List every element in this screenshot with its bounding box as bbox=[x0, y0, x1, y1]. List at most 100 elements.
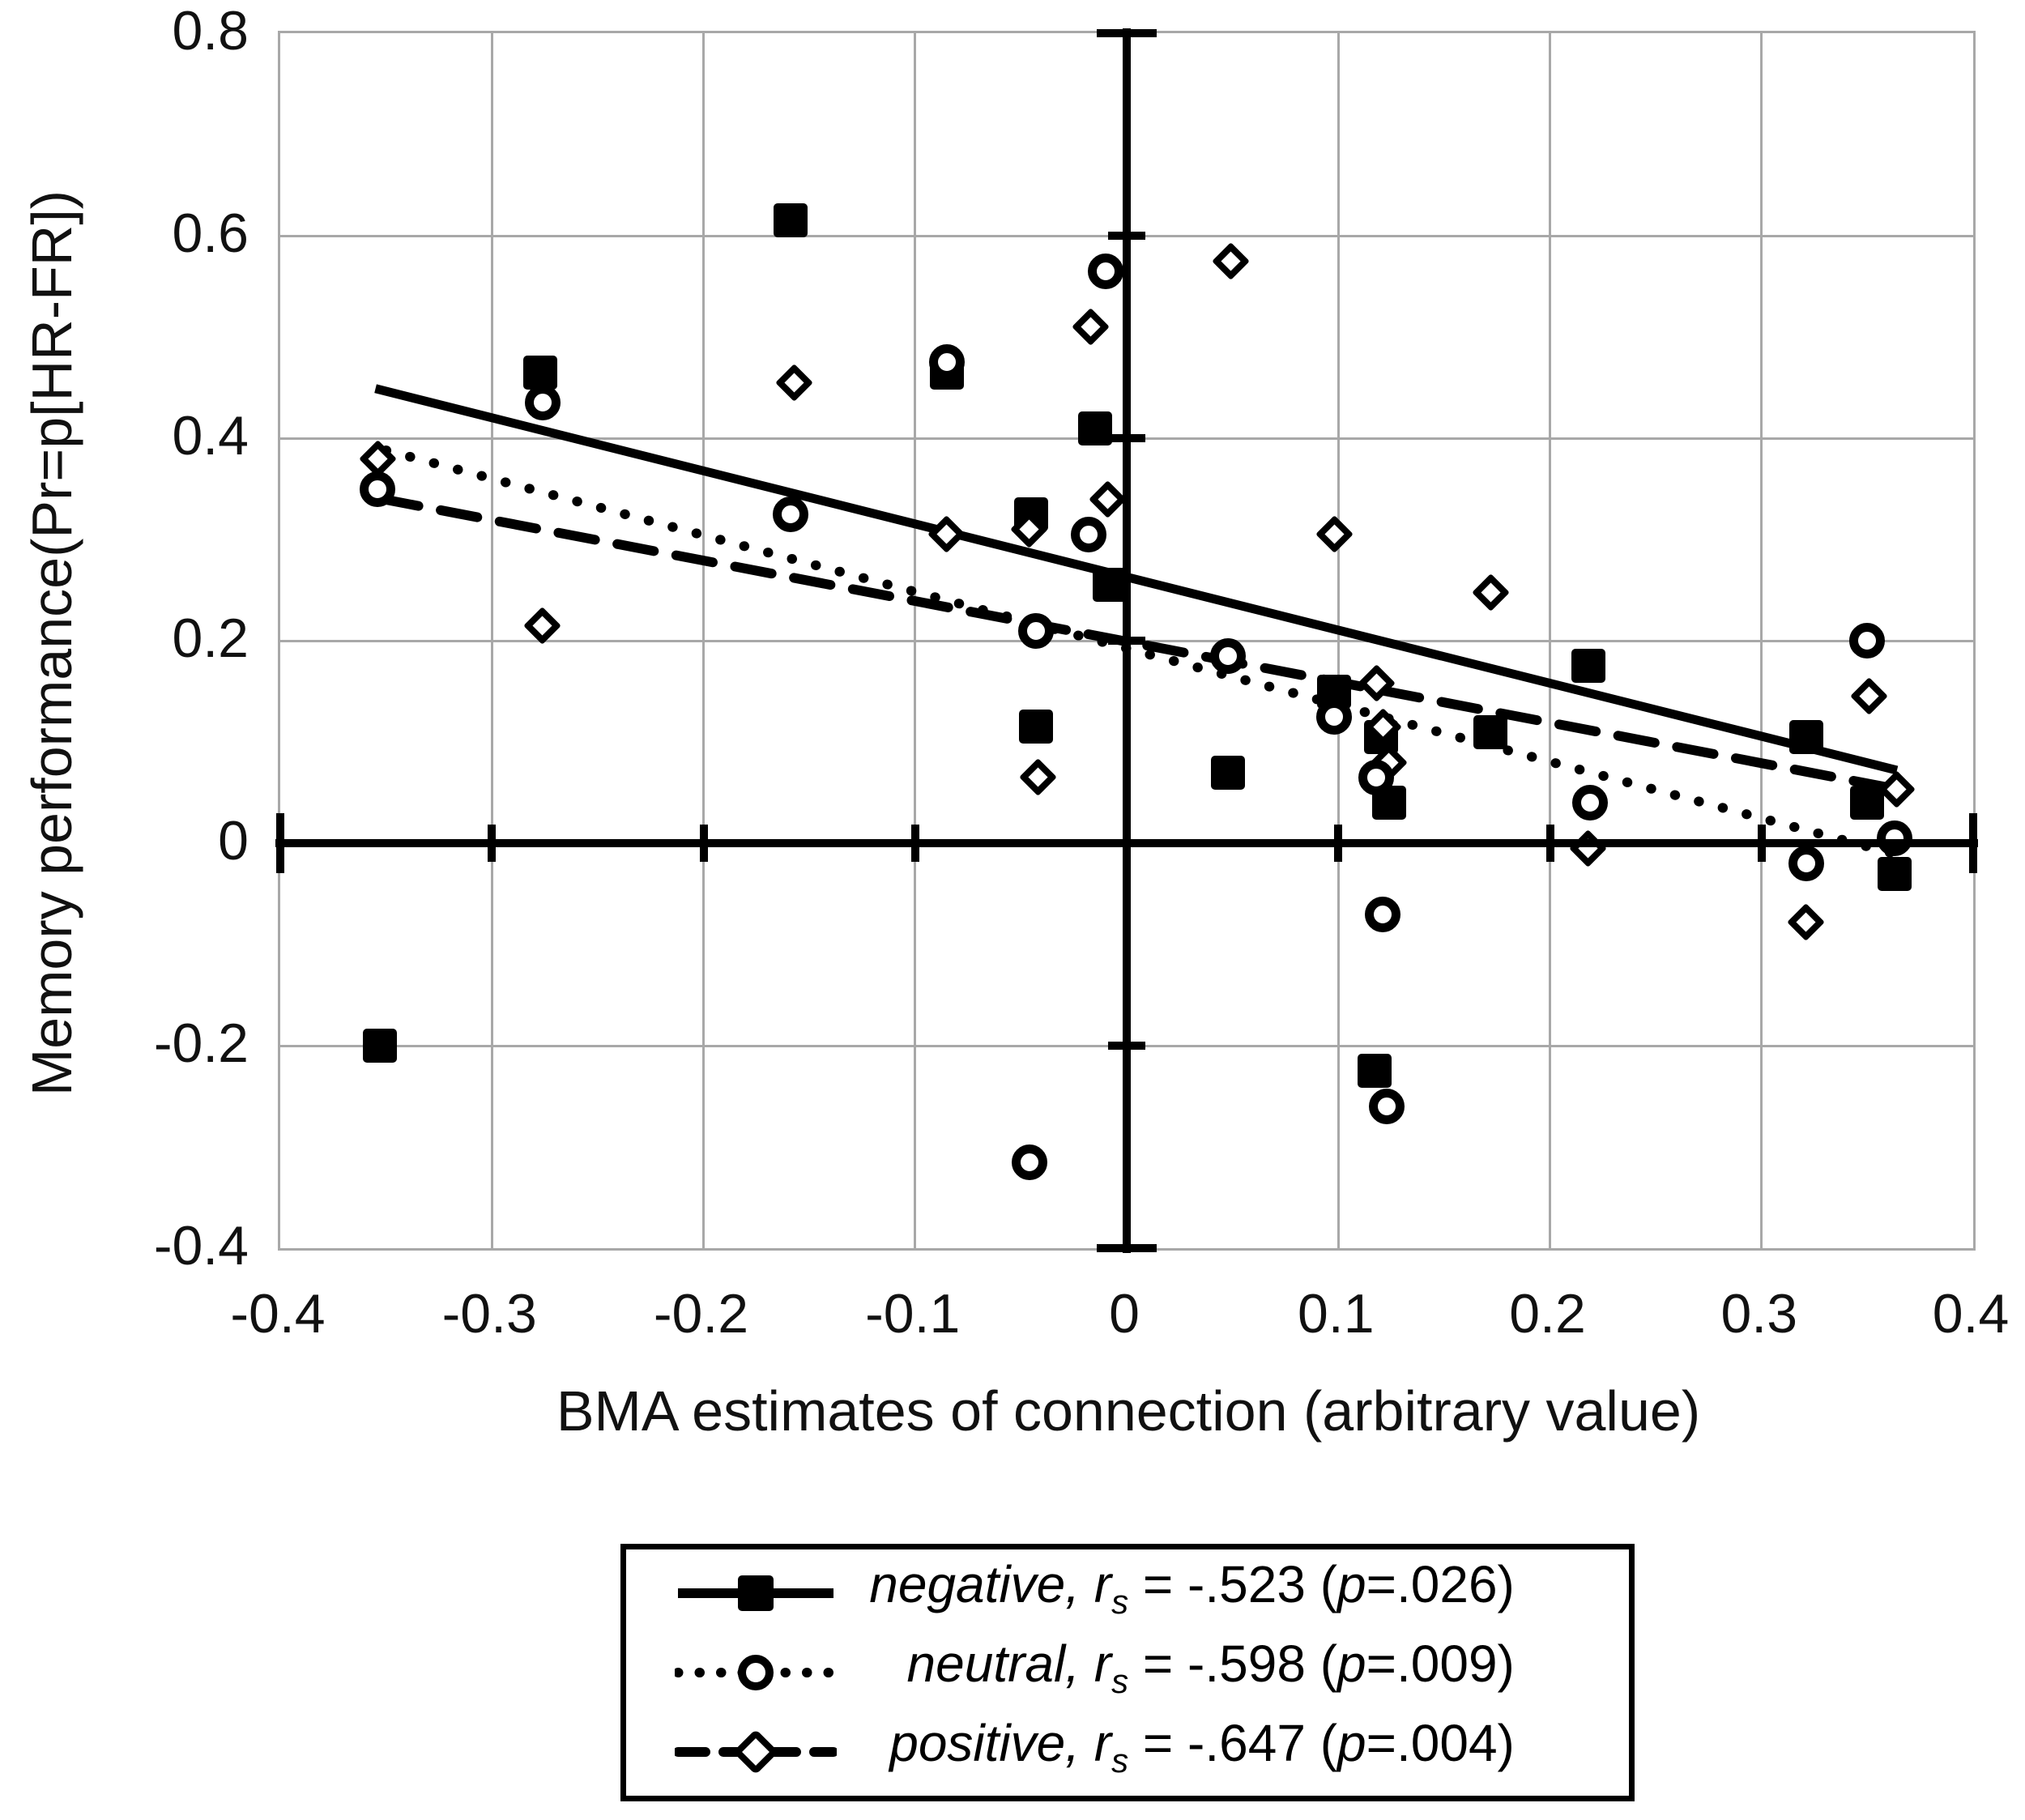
scatter-point-negative bbox=[1018, 710, 1053, 744]
x-axis-tick bbox=[910, 825, 919, 862]
y-tick-label: 0.4 bbox=[172, 405, 249, 467]
legend-text-part: = bbox=[1128, 1714, 1188, 1773]
x-tick-label: -0.1 bbox=[865, 1283, 961, 1345]
x-axis-tick bbox=[1334, 825, 1343, 862]
x-tick-label: 0.4 bbox=[1932, 1283, 2010, 1345]
legend-row-positive: positive, rs = -.647 (p=.004) bbox=[675, 1715, 1629, 1789]
y-tick-label: -0.4 bbox=[153, 1215, 249, 1277]
legend-text-part: negative, bbox=[869, 1555, 1080, 1614]
scatter-point-negative bbox=[773, 203, 808, 238]
legend-text-part: ( bbox=[1305, 1714, 1337, 1773]
legend-sample-positive bbox=[675, 1731, 837, 1773]
scatter-point-negative bbox=[1211, 755, 1246, 790]
legend-text-part: = bbox=[1366, 1635, 1396, 1694]
x-axis-tick bbox=[276, 813, 284, 873]
scatter-point-negative bbox=[1473, 714, 1508, 749]
scatter-point-neutral bbox=[1017, 612, 1054, 649]
x-tick-label: 0.2 bbox=[1509, 1283, 1586, 1345]
y-axis-tick bbox=[1108, 637, 1145, 645]
scatter-point-neutral bbox=[772, 496, 808, 532]
legend-text-part: -.523 bbox=[1187, 1555, 1306, 1614]
scatter-point-neutral bbox=[1070, 516, 1106, 552]
x-axis-tick bbox=[1757, 825, 1766, 862]
x-axis-tick bbox=[488, 825, 497, 862]
y-axis-tick bbox=[1097, 29, 1157, 37]
y-axis-tick bbox=[1097, 1244, 1157, 1252]
scatter-point-negative bbox=[1077, 411, 1112, 445]
scatter-point-neutral bbox=[1369, 1089, 1405, 1124]
scatter-point-negative bbox=[1093, 568, 1128, 603]
legend-text-part: s bbox=[1111, 1661, 1129, 1700]
scatter-point-neutral bbox=[1087, 253, 1123, 289]
scatter-point-neutral bbox=[1316, 698, 1353, 735]
y-tick-label: 0.2 bbox=[172, 607, 249, 669]
scatter-point-neutral bbox=[524, 385, 561, 421]
legend-text-part: positive, bbox=[889, 1714, 1080, 1773]
legend-text-part: neutral, bbox=[906, 1635, 1080, 1694]
scatter-point-neutral bbox=[1210, 637, 1247, 674]
scatter-point-negative bbox=[1878, 856, 1912, 891]
trendline-neutral bbox=[381, 445, 1898, 859]
legend-text-part: ( bbox=[1305, 1635, 1337, 1694]
scatter-point-neutral bbox=[1365, 896, 1401, 932]
legend-text-part: = bbox=[1128, 1635, 1188, 1694]
scatter-point-neutral bbox=[1877, 820, 1913, 856]
legend-text-part: s bbox=[1111, 1582, 1129, 1621]
y-axis-tick bbox=[1108, 434, 1145, 442]
scatter-point-negative bbox=[523, 355, 558, 390]
legend-text-part: r bbox=[1094, 1635, 1112, 1694]
y-axis-tick bbox=[1108, 232, 1145, 240]
scatter-point-negative bbox=[1357, 1054, 1392, 1089]
y-tick-label: -0.2 bbox=[153, 1012, 249, 1074]
legend-text-part: ( bbox=[1305, 1555, 1337, 1614]
x-tick-label: -0.2 bbox=[653, 1283, 749, 1345]
x-tick-label: 0 bbox=[1109, 1283, 1140, 1345]
legend-text-part: p bbox=[1337, 1555, 1366, 1614]
legend-sample-neutral bbox=[675, 1655, 837, 1690]
legend-text-part: r bbox=[1094, 1714, 1112, 1773]
y-tick-label: 0.8 bbox=[172, 0, 249, 62]
legend-text-part bbox=[1080, 1555, 1094, 1613]
legend-text-part: ) bbox=[1497, 1555, 1515, 1614]
legend-label-negative: negative, rs = -.523 (p=.026) bbox=[837, 1556, 1515, 1630]
y-axis-tick bbox=[1108, 1042, 1145, 1050]
legend-label-neutral: neutral, rs = -.598 (p=.009) bbox=[837, 1635, 1515, 1710]
legend-text-part: p bbox=[1337, 1635, 1366, 1694]
trendlines-layer bbox=[374, 384, 1899, 859]
legend-text-part: ) bbox=[1497, 1714, 1515, 1773]
legend-text-part: = bbox=[1366, 1555, 1396, 1614]
y-axis-tick bbox=[1108, 839, 1145, 847]
legend-text-part: = bbox=[1366, 1714, 1396, 1773]
x-tick-label: -0.3 bbox=[441, 1283, 537, 1345]
legend-text-part: .009 bbox=[1396, 1635, 1498, 1694]
y-tick-label: 0 bbox=[218, 810, 249, 872]
x-tick-label: 0.3 bbox=[1720, 1283, 1798, 1345]
legend-label-positive: positive, rs = -.647 (p=.004) bbox=[837, 1715, 1515, 1789]
scatter-point-negative bbox=[1788, 719, 1823, 754]
legend-row-negative: negative, rs = -.523 (p=.026) bbox=[675, 1556, 1629, 1630]
legend-text-part bbox=[1080, 1635, 1094, 1693]
scatter-point-neutral bbox=[1849, 623, 1886, 659]
legend-sample-negative bbox=[678, 1575, 833, 1611]
x-axis-tick bbox=[1545, 825, 1554, 862]
legend-text-part: s bbox=[1111, 1741, 1129, 1780]
x-axis-tick bbox=[1969, 813, 1977, 873]
x-axis-title: BMA estimates of connection (arbitrary v… bbox=[556, 1379, 1701, 1443]
plot-area bbox=[275, 28, 1978, 1253]
legend-text-part: p bbox=[1337, 1714, 1366, 1773]
trendline-negative bbox=[374, 384, 1899, 775]
legend-text-part bbox=[1080, 1714, 1094, 1772]
legend-text-part: .026 bbox=[1396, 1555, 1498, 1614]
trendline-positive bbox=[377, 494, 1894, 793]
scatter-point-neutral bbox=[1788, 846, 1824, 881]
scatter-point-negative bbox=[1571, 649, 1605, 684]
scatter-point-neutral bbox=[1011, 1144, 1047, 1180]
legend-text-part: .004 bbox=[1396, 1714, 1498, 1773]
legend-text-part: = bbox=[1128, 1555, 1188, 1614]
legend-row-neutral: neutral, rs = -.598 (p=.009) bbox=[675, 1635, 1629, 1707]
legend-text-part: -.647 bbox=[1187, 1714, 1306, 1773]
x-axis-tick bbox=[699, 825, 708, 862]
x-tick-label: -0.4 bbox=[230, 1283, 326, 1345]
scatter-point-neutral bbox=[1572, 785, 1609, 820]
